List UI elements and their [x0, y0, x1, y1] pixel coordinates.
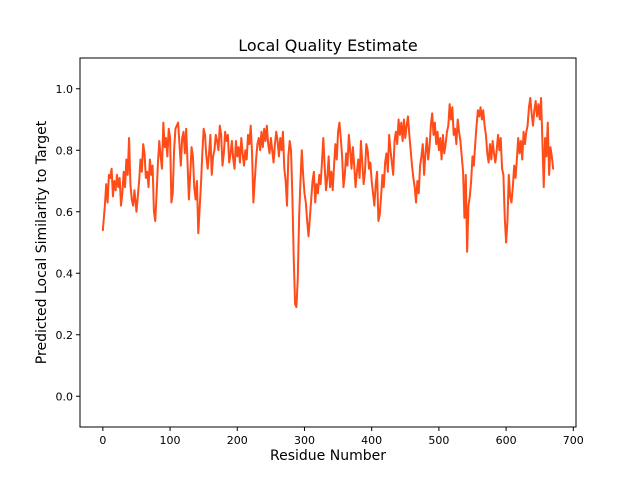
y-tick-label: 0.4 [56, 267, 74, 280]
plot-area [101, 96, 555, 309]
chart-title: Local Quality Estimate [238, 36, 417, 55]
x-axis-label: Residue Number [270, 448, 386, 464]
axis-ticks: 0 100 200 300 400 500 600 700 0.0 0.2 0.4 0.6 0.8 1.0 [56, 83, 584, 447]
y-tick-label: 0.6 [56, 206, 74, 219]
y-axis-label: Predicted Local Similarity to Target [34, 120, 50, 364]
series-line [101, 96, 555, 309]
x-tick-label: 300 [294, 434, 315, 447]
x-tick-label: 400 [361, 434, 382, 447]
y-tick-label: 0.0 [56, 390, 74, 403]
x-tick-label: 200 [227, 434, 248, 447]
y-tick-label: 0.2 [56, 329, 74, 342]
y-tick-label: 0.8 [56, 144, 74, 157]
axes-frame [79, 57, 577, 428]
x-tick-label: 700 [563, 434, 584, 447]
y-tick-label: 1.0 [56, 83, 74, 96]
x-tick-label: 0 [99, 434, 106, 447]
x-tick-label: 100 [160, 434, 181, 447]
x-tick-label: 600 [496, 434, 517, 447]
x-tick-label: 500 [428, 434, 449, 447]
